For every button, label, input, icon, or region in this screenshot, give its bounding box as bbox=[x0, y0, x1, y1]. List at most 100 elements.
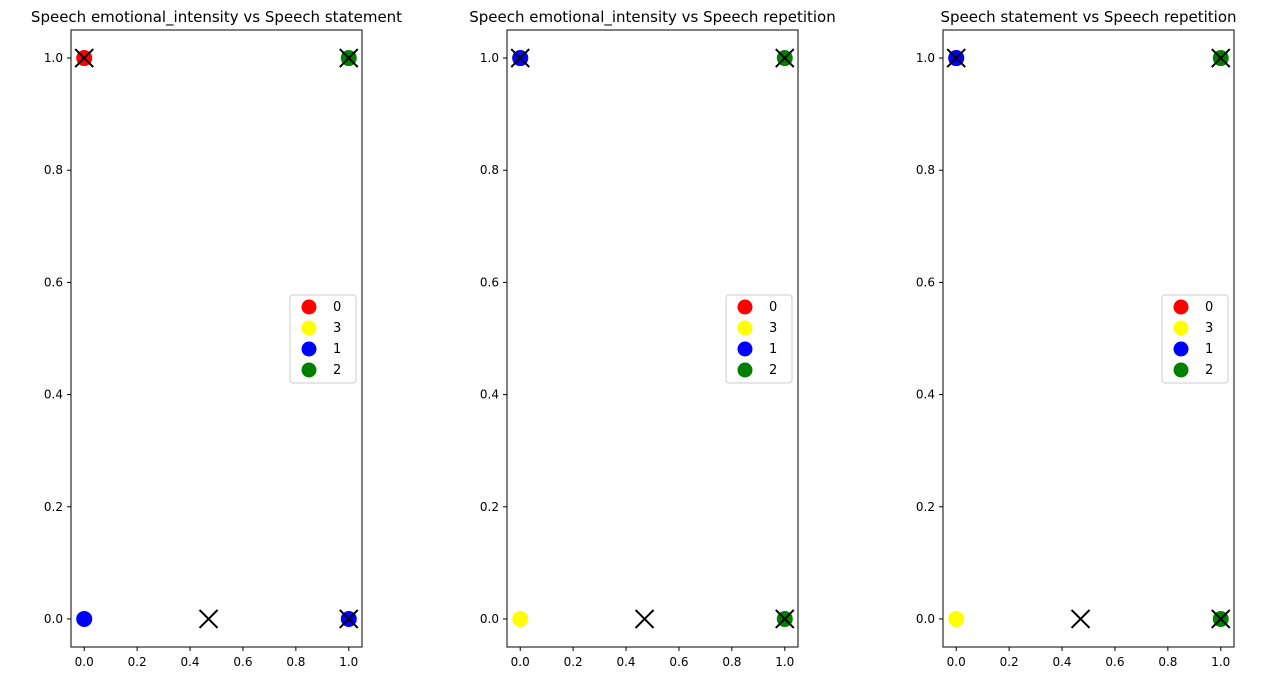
legend-label-1: 1 bbox=[1205, 342, 1213, 357]
y-tick-label: 0.2 bbox=[480, 500, 499, 514]
chart-title: Speech statement vs Speech repetition bbox=[940, 8, 1236, 26]
y-tick-label: 0.8 bbox=[44, 163, 63, 177]
legend-label-2: 2 bbox=[1205, 363, 1213, 378]
legend-label-0: 0 bbox=[1205, 300, 1213, 315]
y-tick-label: 0.8 bbox=[480, 163, 499, 177]
legend-label-3: 3 bbox=[333, 321, 341, 336]
centroid-marker bbox=[1211, 48, 1231, 68]
x-tick-label: 0.0 bbox=[511, 655, 530, 669]
subplot-3: Speech statement vs Speech repetition 0.0… bbox=[916, 8, 1237, 669]
x-tick-label: 0.2 bbox=[564, 655, 583, 669]
y-tick-label: 1.0 bbox=[480, 51, 499, 65]
centroid-marker bbox=[198, 609, 219, 629]
centroid-marker bbox=[634, 609, 655, 629]
centroid-marker bbox=[339, 609, 359, 629]
centroid-marker-stroke-b bbox=[339, 48, 359, 68]
legend-marker-0 bbox=[737, 299, 753, 315]
legend-label-2: 2 bbox=[333, 363, 341, 378]
axes-frame bbox=[70, 29, 363, 648]
centroid-marker-stroke-b bbox=[946, 48, 966, 68]
centroid-marker-stroke-b bbox=[634, 609, 655, 629]
subplot-1: Speech emotional_intensity vs Speech sta… bbox=[31, 8, 402, 669]
centroid-marker-stroke-b bbox=[775, 48, 795, 68]
x-tick-label: 0.8 bbox=[722, 655, 741, 669]
x-tick-label: 0.2 bbox=[1000, 655, 1019, 669]
centroid-marker bbox=[1211, 609, 1231, 629]
chart-title: Speech emotional_intensity vs Speech rep… bbox=[469, 8, 836, 27]
x-tick-label: 1.0 bbox=[1211, 655, 1230, 669]
x-tick-label: 0.4 bbox=[1052, 655, 1071, 669]
x-tick-label: 0.0 bbox=[75, 655, 94, 669]
x-tick-label: 0.0 bbox=[947, 655, 966, 669]
centroid-marker-stroke-b bbox=[1211, 609, 1231, 629]
x-tick-label: 0.6 bbox=[1105, 655, 1124, 669]
legend-box bbox=[1161, 294, 1229, 384]
centroid-marker-stroke-b bbox=[510, 48, 530, 68]
centroid-marker-stroke-b bbox=[339, 609, 359, 629]
legend-marker-0 bbox=[301, 299, 317, 315]
legend-label-3: 3 bbox=[1205, 321, 1213, 336]
centroid-marker-stroke-b bbox=[775, 609, 795, 629]
legend-marker-1 bbox=[301, 341, 317, 357]
legend-marker-3 bbox=[301, 320, 317, 336]
legend-marker-1 bbox=[737, 341, 753, 357]
y-tick-label: 0.6 bbox=[916, 275, 935, 289]
axes-frame bbox=[506, 29, 799, 648]
legend-marker-1 bbox=[1173, 341, 1189, 357]
centroid-marker bbox=[946, 48, 966, 68]
legend-box bbox=[289, 294, 357, 384]
legend: 0 3 1 2 bbox=[1161, 294, 1229, 384]
x-tick-label: 0.4 bbox=[616, 655, 635, 669]
legend: 0 3 1 2 bbox=[725, 294, 793, 384]
y-tick-label: 0.4 bbox=[916, 388, 935, 402]
legend-marker-2 bbox=[301, 362, 317, 378]
x-tick-label: 0.8 bbox=[1158, 655, 1177, 669]
legend-marker-0 bbox=[1173, 299, 1189, 315]
chart-title: Speech emotional_intensity vs Speech sta… bbox=[31, 8, 402, 27]
centroid-marker bbox=[339, 48, 359, 68]
centroid-marker bbox=[510, 48, 530, 68]
y-tick-label: 0.0 bbox=[44, 612, 63, 626]
subplot-2: Speech emotional_intensity vs Speech rep… bbox=[469, 8, 836, 669]
legend-label-1: 1 bbox=[333, 342, 341, 357]
centroid-marker-stroke-b bbox=[74, 48, 94, 68]
legend: 0 3 1 2 bbox=[289, 294, 357, 384]
legend-label-0: 0 bbox=[769, 300, 777, 315]
y-tick-label: 0.0 bbox=[916, 612, 935, 626]
y-tick-label: 1.0 bbox=[44, 51, 63, 65]
axes-frame bbox=[942, 29, 1235, 648]
legend-label-1: 1 bbox=[769, 342, 777, 357]
legend-label-0: 0 bbox=[333, 300, 341, 315]
y-tick-label: 0.4 bbox=[44, 388, 63, 402]
legend-marker-2 bbox=[1173, 362, 1189, 378]
centroid-marker bbox=[1070, 609, 1091, 629]
y-tick-label: 0.0 bbox=[480, 612, 499, 626]
centroid-marker bbox=[775, 609, 795, 629]
x-tick-label: 0.2 bbox=[128, 655, 147, 669]
x-tick-label: 0.6 bbox=[669, 655, 688, 669]
legend-box bbox=[725, 294, 793, 384]
legend-marker-3 bbox=[1173, 320, 1189, 336]
centroid-marker-stroke-b bbox=[198, 609, 219, 629]
point-cluster-3 bbox=[948, 610, 965, 627]
centroid-marker-stroke-b bbox=[1211, 48, 1231, 68]
y-tick-label: 0.8 bbox=[916, 163, 935, 177]
x-tick-label: 0.6 bbox=[233, 655, 252, 669]
y-tick-label: 0.4 bbox=[480, 388, 499, 402]
y-tick-label: 0.6 bbox=[44, 275, 63, 289]
centroid-marker bbox=[775, 48, 795, 68]
x-tick-label: 1.0 bbox=[775, 655, 794, 669]
y-tick-label: 1.0 bbox=[916, 51, 935, 65]
x-tick-label: 0.8 bbox=[286, 655, 305, 669]
y-tick-label: 0.2 bbox=[44, 500, 63, 514]
y-tick-label: 0.6 bbox=[480, 275, 499, 289]
legend-label-2: 2 bbox=[769, 363, 777, 378]
centroid-marker bbox=[74, 48, 94, 68]
y-tick-label: 0.2 bbox=[916, 500, 935, 514]
x-tick-label: 1.0 bbox=[339, 655, 358, 669]
point-cluster-3 bbox=[512, 610, 529, 627]
legend-label-3: 3 bbox=[769, 321, 777, 336]
legend-marker-3 bbox=[737, 320, 753, 336]
legend-marker-2 bbox=[737, 362, 753, 378]
